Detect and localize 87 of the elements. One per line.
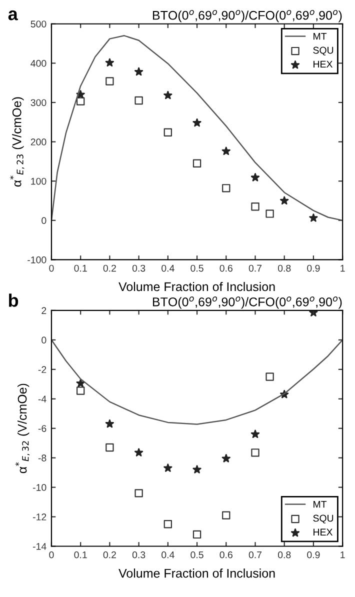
y-tick-label: -2 (38, 366, 46, 373)
text: b (9, 294, 18, 307)
chart-title: BTO(0$^{o}$,69$^{o}$,90$^{o}$)/CFO(0$^{o}$,69$^{o}$,90$^{o}$) (152, 10, 342, 22)
point (222, 454, 230, 462)
point (106, 77, 114, 86)
point (309, 214, 318, 222)
x-tick-label: 0.3 (132, 264, 146, 272)
point (266, 372, 274, 381)
y-tick-label: 0 (42, 336, 46, 344)
point (266, 210, 274, 218)
point (105, 58, 114, 67)
point (164, 520, 172, 528)
point (251, 448, 260, 457)
point (105, 419, 114, 428)
chart-title: BTO(0$^{o}$,69$^{o}$,90$^{o}$)/CFO(0$^{o}$,69$^{o}$,90$^{o}$) (152, 296, 342, 309)
legend-label: SQU (313, 46, 334, 56)
x-tick-label: 0.8 (278, 264, 291, 272)
x-tick-label: 0.6 (220, 551, 232, 558)
x-tick-label: 0.5 (190, 551, 204, 558)
y-tick-label: 100 (31, 178, 46, 185)
x-tick-label: 0.9 (307, 551, 320, 558)
legend-label: SQU (313, 514, 334, 524)
x-tick-label: 0.5 (190, 264, 204, 272)
y-tick-label: 200 (30, 138, 46, 146)
point (251, 202, 260, 211)
x-tick-label: 0.7 (248, 551, 262, 558)
text: a (8, 10, 18, 20)
x-tick-label: 0.1 (74, 264, 87, 272)
y-tick-label: -4 (38, 396, 46, 402)
line-series (51, 339, 343, 425)
legend-label: MT (314, 32, 327, 40)
x-tick-label: 0.9 (307, 264, 320, 272)
point (222, 511, 230, 520)
point (134, 67, 144, 76)
point (76, 90, 85, 98)
point (192, 465, 202, 474)
legend-label: HEX (314, 528, 333, 536)
x-tick-label: 0 (49, 264, 54, 272)
y-tick-label: -14 (32, 543, 46, 550)
y-tick-label: 400 (30, 60, 46, 67)
x-tick-label: 1 (340, 551, 345, 558)
x-tick-label: 0.3 (132, 551, 146, 558)
point (134, 489, 143, 498)
x-tick-label: 0.7 (248, 264, 262, 272)
point (309, 310, 318, 316)
point (250, 430, 260, 438)
point (280, 196, 289, 205)
y-tick-label: -10 (32, 484, 46, 491)
x-axis-title: Volume Fraction of Inclusion (118, 568, 275, 578)
y-tick-label: -100 (28, 256, 46, 264)
point (222, 184, 230, 192)
legend-label: MT (314, 500, 327, 508)
point (222, 146, 230, 155)
x-tick-label: 0.1 (74, 551, 87, 558)
y-tick-label: -6 (38, 425, 46, 432)
point (164, 128, 172, 136)
y-tick-label: 2 (42, 307, 46, 314)
point (106, 443, 114, 452)
x-tick-label: 0.2 (103, 551, 116, 558)
point (76, 97, 85, 106)
x-tick-label: 0 (49, 551, 54, 558)
point (164, 464, 172, 472)
legend-label: HEX (314, 60, 333, 68)
x-tick-label: 1 (340, 264, 345, 272)
point (164, 90, 172, 100)
point (192, 530, 202, 539)
point (76, 378, 85, 388)
point (134, 448, 144, 456)
y-tick-label: 0 (42, 217, 46, 224)
y-tick-label: -8 (38, 454, 46, 462)
point (192, 118, 202, 127)
y-axis-title: α$^{*}$$_{E,32}$ (V/cmOe) (15, 384, 30, 474)
x-tick-label: 0.8 (278, 551, 291, 558)
point (76, 386, 85, 395)
y-tick-label: 500 (30, 20, 46, 28)
x-tick-label: 0.4 (162, 551, 174, 558)
line-series (51, 35, 343, 222)
y-axis-title: α$^{*}$$_{E,23}$ (V/cmOe) (10, 97, 24, 187)
point (192, 159, 202, 168)
x-tick-label: 0.2 (103, 264, 116, 272)
x-tick-label: 0.4 (162, 264, 174, 272)
point (250, 173, 260, 182)
y-tick-label: 300 (30, 99, 46, 106)
x-axis-title: Volume Fraction of Inclusion (118, 282, 275, 292)
point (134, 96, 143, 105)
x-tick-label: 0.6 (220, 264, 232, 272)
y-tick-label: -12 (32, 514, 46, 520)
